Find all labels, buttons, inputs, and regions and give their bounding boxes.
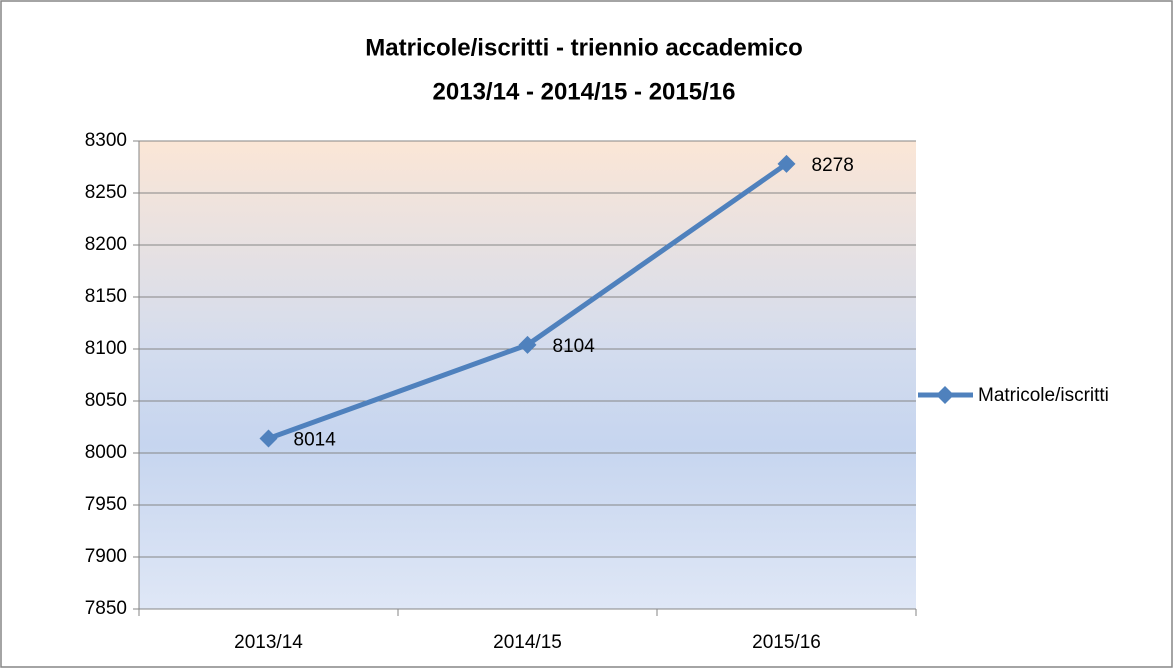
data-label: 8104	[553, 336, 596, 357]
point-marker	[518, 335, 537, 354]
y-tick-label: 8200	[85, 234, 127, 255]
point-marker	[777, 154, 796, 173]
data-label: 8278	[812, 155, 854, 176]
plot-area	[139, 141, 916, 609]
y-tick-label: 7950	[85, 494, 127, 515]
y-tick-label: 8150	[85, 286, 127, 307]
y-tick-label: 7900	[85, 546, 127, 567]
y-tick-label: 8250	[85, 182, 127, 203]
legend-marker	[936, 386, 954, 404]
data-label: 8014	[294, 429, 337, 450]
x-tick-label: 2013/14	[234, 632, 303, 653]
point-marker	[259, 429, 278, 448]
x-tick-label: 2015/16	[752, 632, 821, 653]
chart-title: Matricole/iscritti - triennio accademico	[365, 34, 802, 61]
chart-title: 2013/14 - 2014/15 - 2015/16	[433, 78, 736, 105]
y-tick-label: 8000	[85, 442, 127, 463]
legend-label: Matricole/iscritti	[978, 385, 1109, 406]
x-tick-label: 2014/15	[493, 632, 562, 653]
y-tick-label: 7850	[85, 598, 127, 619]
y-tick-label: 8100	[85, 338, 127, 359]
y-tick-label: 8300	[85, 130, 127, 151]
y-tick-label: 8050	[85, 390, 127, 411]
